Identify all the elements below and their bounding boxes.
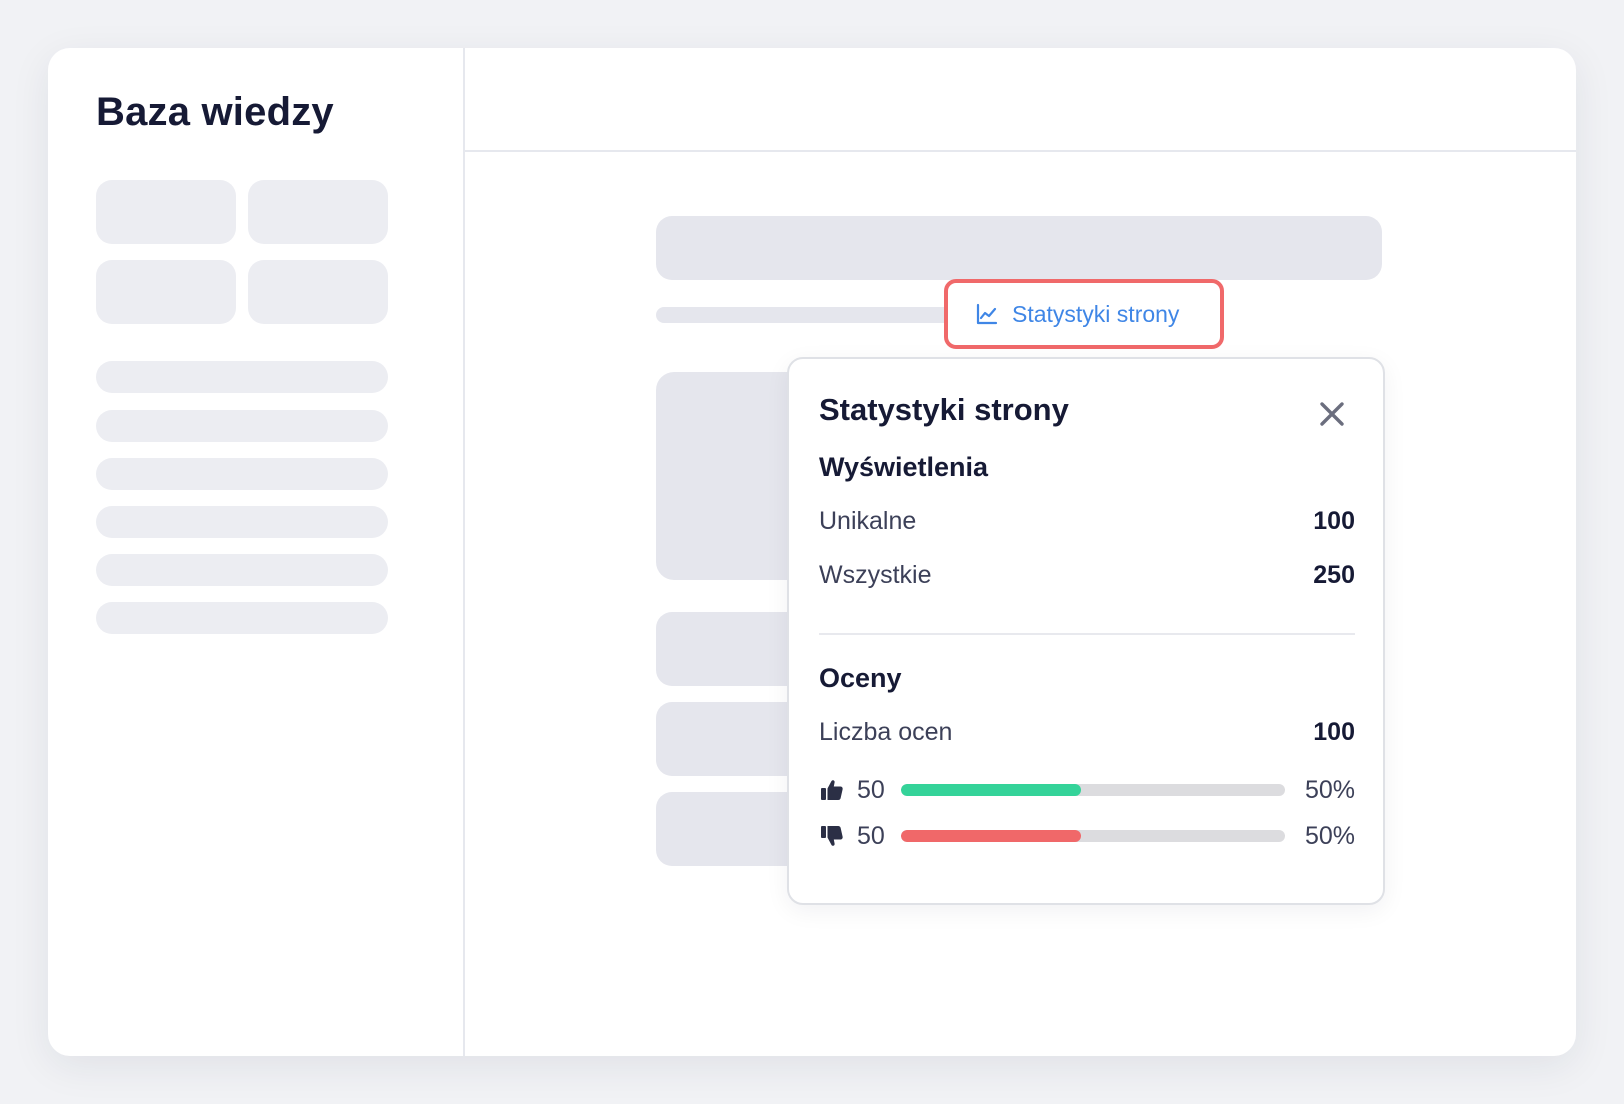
- close-button[interactable]: [1315, 397, 1349, 431]
- page-meta-placeholder: [656, 307, 956, 323]
- stat-value: 250: [1313, 561, 1355, 589]
- stat-label: Wszystkie: [819, 561, 932, 589]
- views-total-row: Wszystkie 250: [819, 561, 1355, 590]
- thumbs-up-progress-bar: [901, 784, 1285, 796]
- section-divider: [819, 633, 1355, 635]
- sidebar-item-placeholder: [96, 410, 388, 442]
- thumbs-down-progress-bar: [901, 830, 1285, 842]
- vote-count: 50: [857, 821, 885, 850]
- sidebar-item-placeholder: [96, 361, 388, 393]
- sidebar-tile-placeholder: [248, 180, 388, 244]
- thumbs-up-icon: [819, 777, 845, 803]
- views-unique-row: Unikalne 100: [819, 507, 1355, 536]
- thumbs-down-icon: [819, 823, 845, 849]
- sidebar-tile-placeholder: [96, 180, 236, 244]
- ratings-count-row: Liczba ocen 100: [819, 718, 1355, 747]
- stat-value: 100: [1313, 507, 1355, 535]
- thumbs-up-progress-fill: [901, 784, 1082, 796]
- page-stats-popover: Statystyki strony Wyświetlenia Unikalne …: [787, 357, 1385, 905]
- popover-title: Statystyki strony: [819, 392, 1069, 427]
- sidebar-item-placeholder: [96, 602, 388, 634]
- thumbs-down-progress-fill: [901, 830, 1082, 842]
- page-title-placeholder: [656, 216, 1382, 280]
- thumbs-up-row: 50 50%: [819, 775, 1355, 805]
- close-icon: [1319, 401, 1345, 427]
- stat-label: Unikalne: [819, 507, 917, 535]
- views-heading: Wyświetlenia: [819, 452, 989, 482]
- app-title: Baza wiedzy: [96, 90, 334, 134]
- stat-label: Liczba ocen: [819, 718, 953, 746]
- sidebar-tile-placeholder: [96, 260, 236, 324]
- vote-percent: 50%: [1304, 775, 1355, 804]
- sidebar-item-placeholder: [96, 554, 388, 586]
- vote-percent: 50%: [1304, 821, 1355, 850]
- line-chart-icon: [976, 303, 998, 325]
- app-window: Baza wiedzy Statystyki strony Statystyki…: [48, 48, 1576, 1056]
- vote-count: 50: [857, 775, 885, 804]
- sidebar: Baza wiedzy: [48, 48, 465, 1056]
- header-divider: [465, 150, 1576, 152]
- page-stats-button-label: Statystyki strony: [1012, 300, 1180, 327]
- sidebar-item-placeholder: [96, 506, 388, 538]
- ratings-heading: Oceny: [819, 663, 902, 693]
- stat-value: 100: [1313, 718, 1355, 746]
- page-stats-button[interactable]: Statystyki strony: [944, 279, 1224, 349]
- sidebar-item-placeholder: [96, 458, 388, 490]
- thumbs-down-row: 50 50%: [819, 821, 1355, 851]
- sidebar-tile-placeholder: [248, 260, 388, 324]
